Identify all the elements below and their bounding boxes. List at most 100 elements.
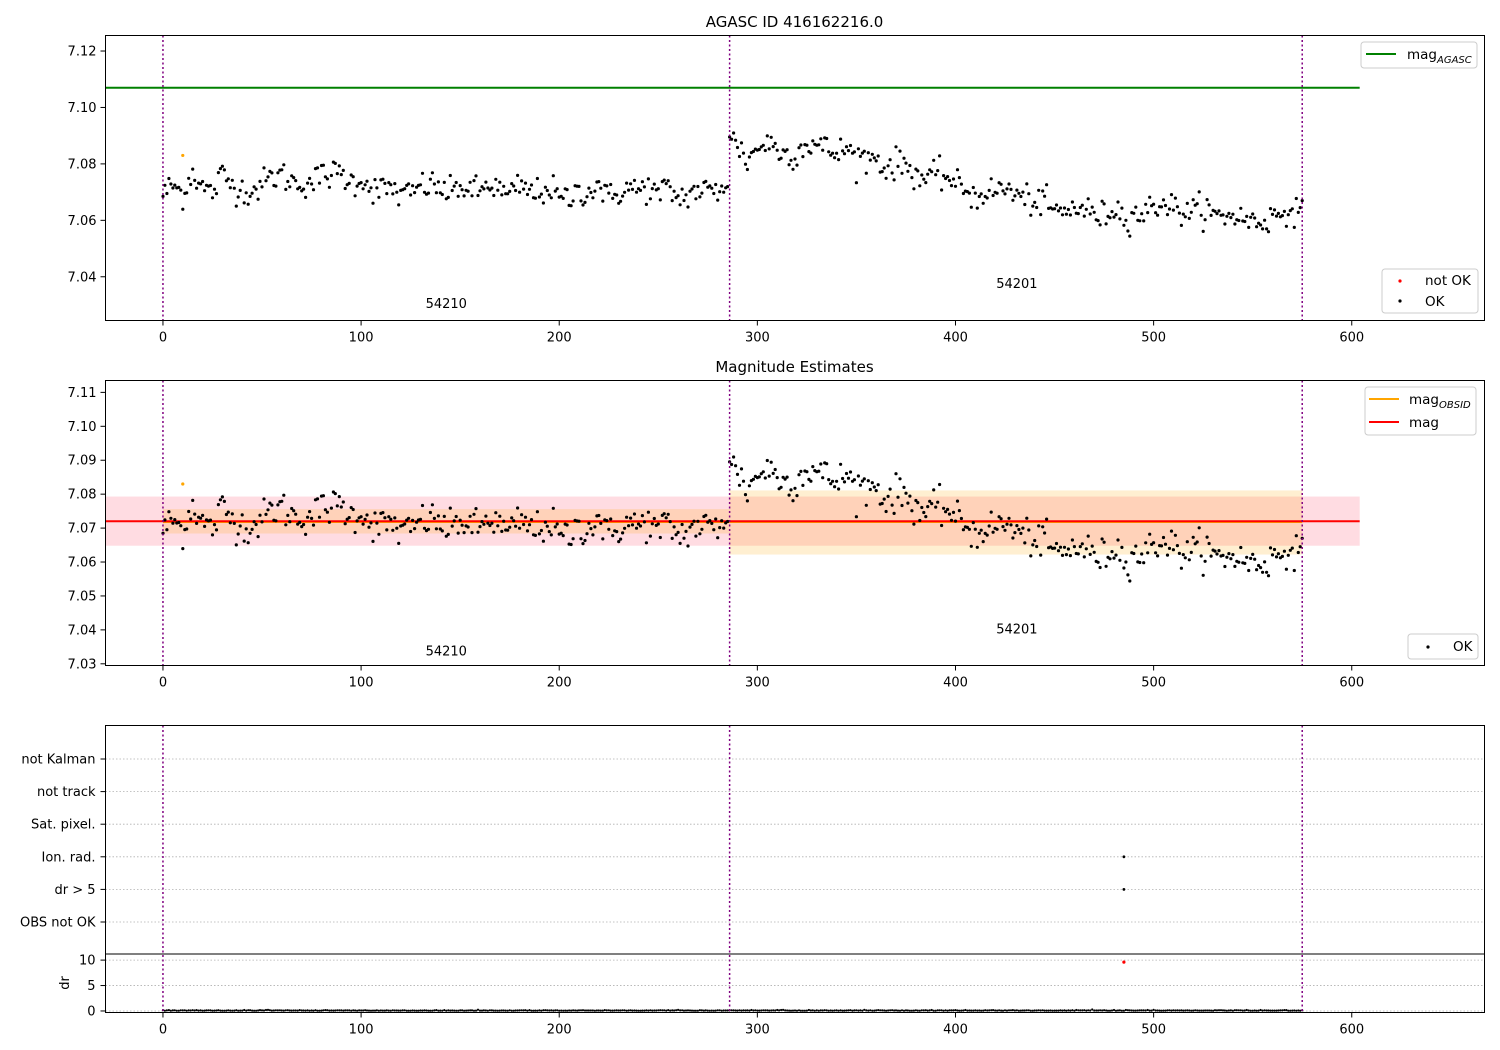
dr-point <box>845 1009 848 1012</box>
data-point <box>440 192 444 197</box>
data-point <box>1237 560 1241 564</box>
data-point <box>1251 552 1255 557</box>
data-point <box>672 525 676 529</box>
data-point <box>367 525 371 529</box>
dr-point <box>231 1009 234 1012</box>
data-point <box>890 171 894 175</box>
data-point <box>1205 198 1209 202</box>
data-point <box>1239 206 1243 210</box>
data-point <box>553 525 557 529</box>
data-point <box>1207 203 1211 207</box>
data-point <box>716 536 720 540</box>
dr-point <box>583 1009 587 1012</box>
data-point <box>827 478 831 482</box>
data-point <box>999 182 1003 186</box>
data-point <box>585 195 589 199</box>
data-point <box>1286 213 1290 217</box>
data-point <box>1076 552 1080 556</box>
data-point <box>579 199 583 203</box>
x-tick-label: 0 <box>159 676 167 691</box>
data-point <box>611 534 615 538</box>
dr-point <box>1208 1009 1211 1012</box>
dr-point <box>1083 1009 1086 1012</box>
data-point <box>791 499 795 503</box>
dr-point <box>623 1009 626 1012</box>
dr-point <box>294 1009 297 1012</box>
dr-point <box>364 1009 367 1012</box>
data-point <box>908 163 912 168</box>
agasc-legend-lower: not OK OK <box>1381 268 1479 314</box>
data-point <box>680 187 684 191</box>
data-point <box>543 185 548 189</box>
data-point <box>1209 213 1213 217</box>
data-point <box>735 472 740 476</box>
data-point <box>769 135 773 139</box>
data-point <box>799 469 803 473</box>
data-point <box>428 177 432 181</box>
dr-point <box>524 1009 527 1012</box>
dr-point <box>469 1009 472 1012</box>
dr-point <box>1120 1009 1123 1012</box>
data-point <box>308 176 312 180</box>
dr-point <box>1257 1009 1260 1012</box>
data-point <box>1296 550 1300 555</box>
y-tick-label: 7.09 <box>68 454 97 469</box>
dr-point <box>385 1009 388 1012</box>
dr-point <box>1215 1009 1219 1012</box>
dr-point <box>290 1009 293 1012</box>
dr-point <box>1150 1009 1153 1012</box>
data-point <box>1025 182 1029 186</box>
dr-point <box>1229 1009 1232 1012</box>
data-point <box>1189 550 1193 555</box>
data-point <box>1227 552 1231 556</box>
data-point <box>587 186 591 190</box>
dr-point <box>724 1009 727 1012</box>
dr-point <box>1134 1009 1137 1012</box>
data-point <box>601 537 605 541</box>
x-tick-label: 300 <box>745 1023 770 1038</box>
data-point <box>343 186 347 191</box>
dr-point <box>435 1009 438 1012</box>
agasc-legend-upper: magAGASC <box>1360 41 1478 69</box>
data-point <box>821 148 825 152</box>
data-point <box>549 533 553 537</box>
legend-mag-label: mag <box>1409 415 1439 431</box>
dr-point <box>730 1009 733 1012</box>
dr-point <box>873 1009 876 1012</box>
data-point <box>1243 219 1247 224</box>
data-point <box>751 477 756 481</box>
data-point <box>1019 531 1023 536</box>
mag-estimates-title: Magnitude Estimates <box>715 358 873 376</box>
dr-point <box>1289 1009 1292 1012</box>
data-point <box>1148 532 1152 536</box>
data-point <box>264 512 268 517</box>
mag-estimates-legend-upper: magOBSID mag <box>1364 386 1477 436</box>
dr-point <box>684 1009 688 1012</box>
dr-point <box>1227 1009 1230 1012</box>
data-point <box>916 169 920 173</box>
data-point <box>185 191 189 195</box>
dr-point <box>889 1009 892 1012</box>
data-point <box>529 518 534 522</box>
data-point <box>482 187 486 191</box>
data-point <box>274 519 278 523</box>
data-point <box>726 185 730 189</box>
dr-point <box>340 1009 343 1012</box>
data-point <box>351 175 355 179</box>
data-point <box>327 520 331 524</box>
data-point <box>920 505 924 510</box>
data-point <box>510 516 514 520</box>
data-point <box>1181 553 1185 557</box>
data-point <box>912 187 916 191</box>
data-point <box>1080 542 1084 546</box>
dr-point <box>217 1009 220 1012</box>
dr-point <box>1170 1009 1173 1012</box>
dr-point <box>712 1009 715 1012</box>
dr-point <box>954 1009 957 1012</box>
data-point <box>829 153 833 157</box>
data-point <box>254 522 258 527</box>
dr-point <box>849 1009 852 1012</box>
data-point <box>452 184 456 188</box>
data-point <box>944 510 948 514</box>
legend-ok-swatch <box>1398 299 1402 303</box>
